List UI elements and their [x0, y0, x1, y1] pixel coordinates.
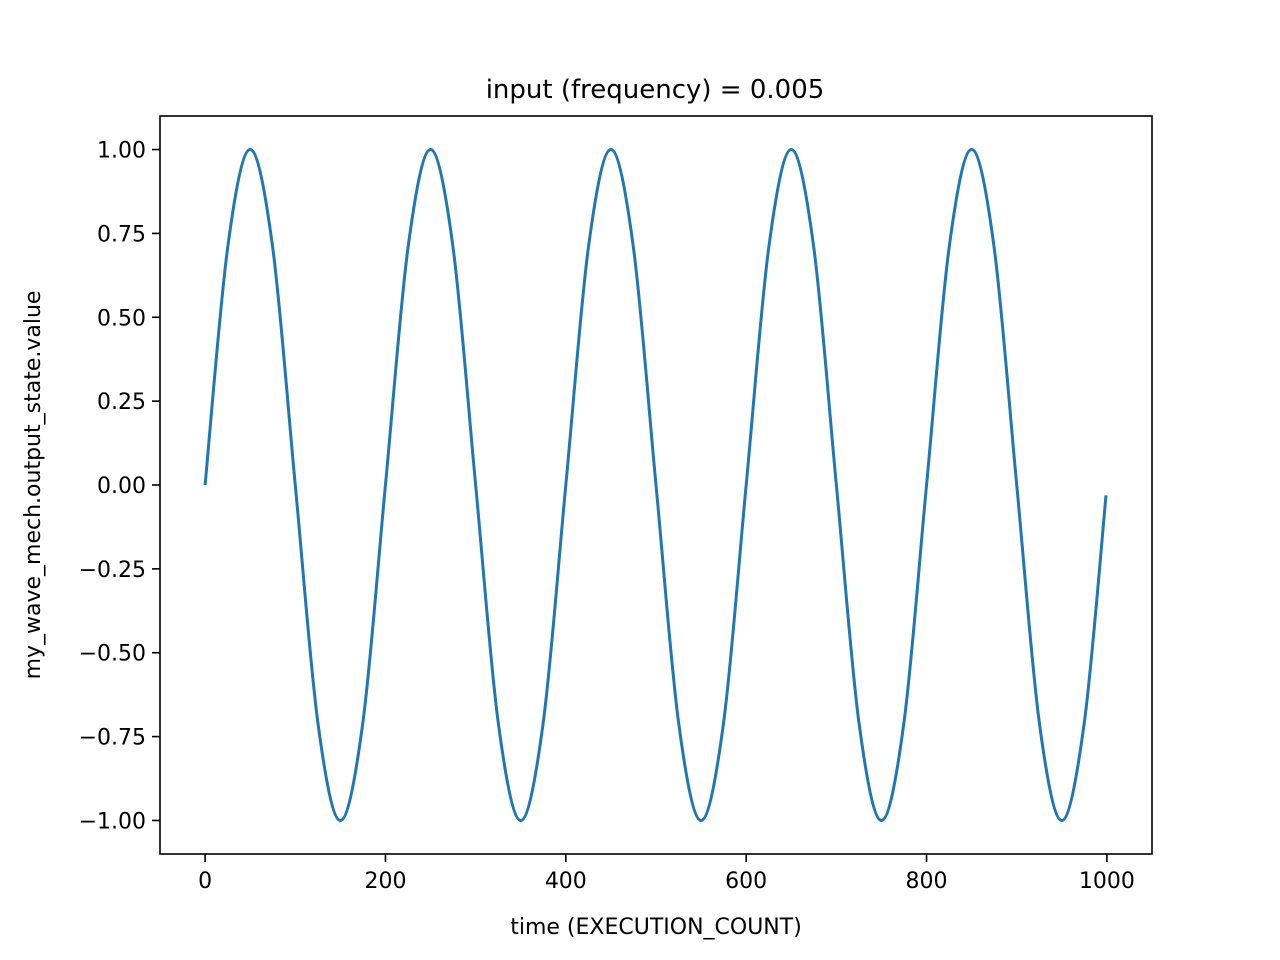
- series-line: [203, 148, 1108, 822]
- x-tick-label: 1000: [1079, 869, 1135, 894]
- y-axis-label: my_wave_mech.output_state.value: [21, 291, 46, 680]
- y-tick-label: −1.00: [79, 809, 146, 834]
- x-tick-label: 200: [364, 869, 406, 894]
- chart-title: input (frequency) = 0.005: [486, 75, 825, 105]
- y-axis: 1.00 0.75 0.50 0.25 0.00 −0.25 −0.50 −0.75 −1.00: [79, 139, 160, 834]
- y-tick-label: −0.50: [79, 642, 146, 667]
- y-tick-label: 0.25: [97, 390, 146, 415]
- x-axis: 0 200 400 600 800 1000: [198, 854, 1135, 894]
- y-tick-label: 0.50: [97, 306, 146, 331]
- y-tick-label: 0.00: [97, 474, 146, 499]
- plot-area: [159, 115, 1153, 855]
- y-tick-label: −0.25: [79, 558, 146, 583]
- x-tick-label: 800: [906, 869, 948, 894]
- x-tick-label: 400: [545, 869, 587, 894]
- x-tick-label: 600: [725, 869, 767, 894]
- y-tick-label: −0.75: [79, 726, 146, 751]
- x-tick-label: 0: [198, 869, 212, 894]
- y-tick-label: 1.00: [97, 139, 146, 164]
- series-layer: [203, 148, 1108, 822]
- y-tick-label: 0.75: [97, 222, 146, 247]
- x-axis-label: time (EXECUTION_COUNT): [510, 915, 802, 940]
